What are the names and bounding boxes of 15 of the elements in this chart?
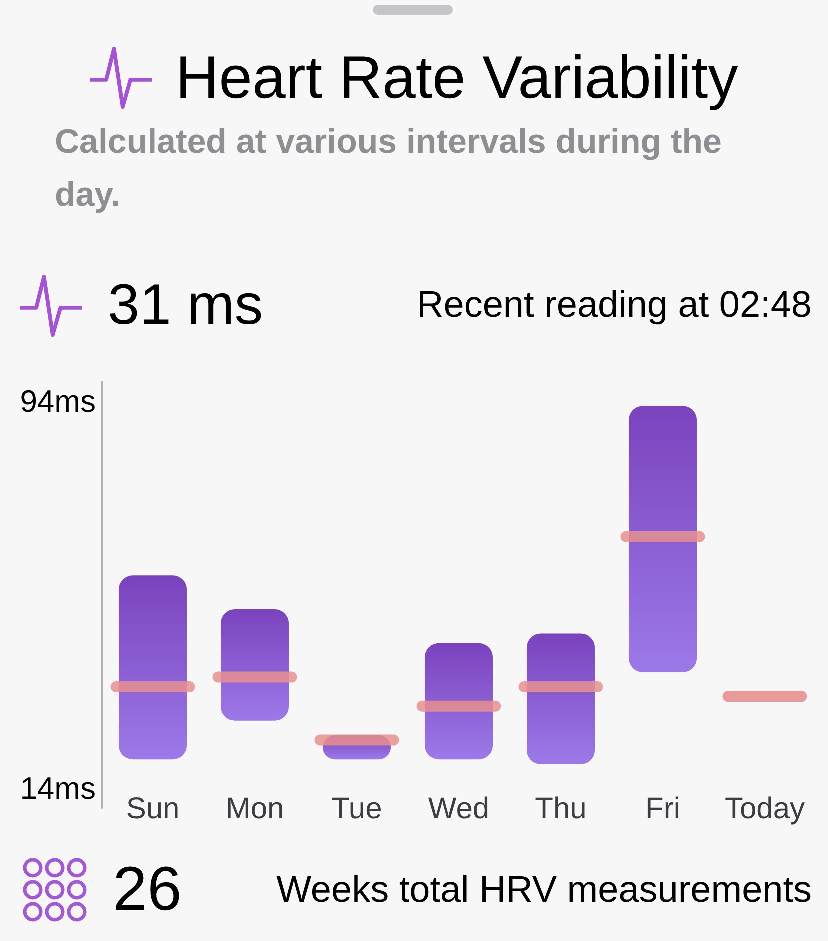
text: 26 xyxy=(113,855,182,925)
chart-title: Heart Rate Variability xyxy=(176,44,738,112)
text: Weeks total HRV measurements xyxy=(276,868,812,912)
text: 31 ms xyxy=(108,272,264,339)
chart-subtitle: Calculated at various intervals during the day. xyxy=(55,122,723,216)
x-tick-label: Mon xyxy=(226,792,284,826)
x-tick-label: Tue xyxy=(332,792,382,826)
y-tick-label: 94ms xyxy=(20,384,96,419)
y-tick-label: 14ms xyxy=(20,771,96,806)
x-tick-label: Fri xyxy=(646,792,680,826)
x-tick-label: Thu xyxy=(535,792,587,826)
x-tick-label: Sun xyxy=(126,792,180,826)
x-tick-label: Wed xyxy=(428,792,490,826)
text: Recent reading at 02:48 xyxy=(417,283,812,327)
x-tick-label: Today xyxy=(724,792,806,826)
